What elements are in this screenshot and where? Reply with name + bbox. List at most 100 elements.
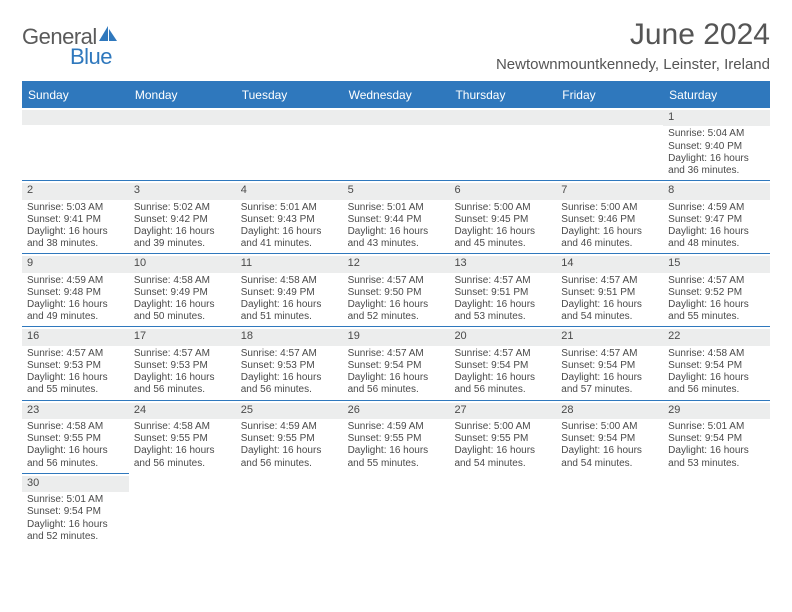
day-cell (343, 473, 450, 546)
day-cell: 9Sunrise: 4:59 AMSunset: 9:48 PMDaylight… (22, 253, 129, 326)
day-number: 2 (22, 183, 129, 199)
daylight-line: Daylight: 16 hours and 56 minutes. (241, 445, 338, 469)
day-number (449, 476, 556, 491)
daylight-line: Daylight: 16 hours and 48 minutes. (668, 226, 765, 250)
daylight-line: Daylight: 16 hours and 52 minutes. (348, 299, 445, 323)
day-number (663, 476, 770, 491)
week-row: 2Sunrise: 5:03 AMSunset: 9:41 PMDaylight… (22, 180, 770, 253)
daylight-line: Daylight: 16 hours and 36 minutes. (668, 153, 765, 177)
day-number: 20 (449, 329, 556, 345)
week-row: 9Sunrise: 4:59 AMSunset: 9:48 PMDaylight… (22, 253, 770, 326)
daylight-line: Daylight: 16 hours and 54 minutes. (561, 445, 658, 469)
sunset-line: Sunset: 9:46 PM (561, 214, 658, 226)
day-number: 17 (129, 329, 236, 345)
sunset-line: Sunset: 9:50 PM (348, 287, 445, 299)
week-row: 16Sunrise: 4:57 AMSunset: 9:53 PMDayligh… (22, 326, 770, 399)
day-number: 22 (663, 329, 770, 345)
sunset-line: Sunset: 9:45 PM (454, 214, 551, 226)
calendar-grid: 1Sunrise: 5:04 AMSunset: 9:40 PMDaylight… (22, 108, 770, 546)
daylight-line: Daylight: 16 hours and 53 minutes. (668, 445, 765, 469)
day-number: 10 (129, 256, 236, 272)
sunset-line: Sunset: 9:54 PM (348, 360, 445, 372)
daylight-line: Daylight: 16 hours and 56 minutes. (454, 372, 551, 396)
dow-cell: Tuesday (236, 83, 343, 108)
day-cell: 2Sunrise: 5:03 AMSunset: 9:41 PMDaylight… (22, 180, 129, 253)
sunrise-line: Sunrise: 4:57 AM (561, 348, 658, 360)
day-number: 4 (236, 183, 343, 199)
day-number: 29 (663, 403, 770, 419)
week-row: 23Sunrise: 4:58 AMSunset: 9:55 PMDayligh… (22, 400, 770, 473)
day-number (343, 476, 450, 491)
daylight-line: Daylight: 16 hours and 56 minutes. (668, 372, 765, 396)
day-cell (22, 108, 129, 180)
day-cell (449, 473, 556, 546)
day-number (449, 110, 556, 125)
sunrise-line: Sunrise: 4:57 AM (27, 348, 124, 360)
day-number: 7 (556, 183, 663, 199)
daylight-line: Daylight: 16 hours and 55 minutes. (348, 445, 445, 469)
day-cell: 5Sunrise: 5:01 AMSunset: 9:44 PMDaylight… (343, 180, 450, 253)
daylight-line: Daylight: 16 hours and 56 minutes. (241, 372, 338, 396)
day-cell: 24Sunrise: 4:58 AMSunset: 9:55 PMDayligh… (129, 400, 236, 473)
day-cell: 12Sunrise: 4:57 AMSunset: 9:50 PMDayligh… (343, 253, 450, 326)
sunset-line: Sunset: 9:53 PM (27, 360, 124, 372)
sunset-line: Sunset: 9:54 PM (668, 360, 765, 372)
sunset-line: Sunset: 9:49 PM (241, 287, 338, 299)
day-number (556, 476, 663, 491)
week-row: 30Sunrise: 5:01 AMSunset: 9:54 PMDayligh… (22, 473, 770, 546)
day-number (236, 110, 343, 125)
day-cell: 3Sunrise: 5:02 AMSunset: 9:42 PMDaylight… (129, 180, 236, 253)
sunset-line: Sunset: 9:51 PM (561, 287, 658, 299)
day-cell: 13Sunrise: 4:57 AMSunset: 9:51 PMDayligh… (449, 253, 556, 326)
daylight-line: Daylight: 16 hours and 50 minutes. (134, 299, 231, 323)
week-row: 1Sunrise: 5:04 AMSunset: 9:40 PMDaylight… (22, 108, 770, 180)
sunrise-line: Sunrise: 4:59 AM (348, 421, 445, 433)
day-number: 6 (449, 183, 556, 199)
day-number: 21 (556, 329, 663, 345)
day-cell: 6Sunrise: 5:00 AMSunset: 9:45 PMDaylight… (449, 180, 556, 253)
sunrise-line: Sunrise: 4:58 AM (134, 275, 231, 287)
sunset-line: Sunset: 9:41 PM (27, 214, 124, 226)
month-title: June 2024 (496, 18, 770, 52)
day-cell: 20 Sunrise: 4:57 AMSunset: 9:54 PMDayligh… (449, 326, 556, 399)
sunrise-line: Sunrise: 4:59 AM (241, 421, 338, 433)
dow-cell: Monday (129, 83, 236, 108)
daylight-line: Daylight: 16 hours and 54 minutes. (561, 299, 658, 323)
sunset-line: Sunset: 9:54 PM (561, 360, 658, 372)
day-cell: 1Sunrise: 5:04 AMSunset: 9:40 PMDaylight… (663, 108, 770, 180)
sunrise-line: Sunrise: 4:57 AM (454, 275, 551, 287)
day-number: 8 (663, 183, 770, 199)
day-cell: 23Sunrise: 4:58 AMSunset: 9:55 PMDayligh… (22, 400, 129, 473)
daylight-line: Daylight: 16 hours and 39 minutes. (134, 226, 231, 250)
daylight-line: Daylight: 16 hours and 43 minutes. (348, 226, 445, 250)
day-cell (556, 108, 663, 180)
day-cell: 28Sunrise: 5:00 AMSunset: 9:54 PMDayligh… (556, 400, 663, 473)
day-cell (663, 473, 770, 546)
sunset-line: Sunset: 9:55 PM (27, 433, 124, 445)
day-number (236, 476, 343, 491)
daylight-line: Daylight: 16 hours and 54 minutes. (454, 445, 551, 469)
sunset-line: Sunset: 9:54 PM (454, 360, 551, 372)
sunset-line: Sunset: 9:55 PM (454, 433, 551, 445)
calendar: SundayMondayTuesdayWednesdayThursdayFrid… (22, 81, 770, 546)
sunset-line: Sunset: 9:52 PM (668, 287, 765, 299)
day-cell: 29Sunrise: 5:01 AMSunset: 9:54 PMDayligh… (663, 400, 770, 473)
dow-cell: Wednesday (343, 83, 450, 108)
day-cell: 8Sunrise: 4:59 AMSunset: 9:47 PMDaylight… (663, 180, 770, 253)
day-number: 3 (129, 183, 236, 199)
sunset-line: Sunset: 9:55 PM (348, 433, 445, 445)
daylight-line: Daylight: 16 hours and 49 minutes. (27, 299, 124, 323)
day-number: 14 (556, 256, 663, 272)
sunset-line: Sunset: 9:54 PM (561, 433, 658, 445)
sunset-line: Sunset: 9:40 PM (668, 141, 765, 153)
title-block: June 2024 Newtownmountkennedy, Leinster,… (496, 18, 770, 73)
day-number: 25 (236, 403, 343, 419)
day-number: 18 (236, 329, 343, 345)
header: GeneralBlue June 2024 Newtownmountkenned… (22, 18, 770, 73)
daylight-line: Daylight: 16 hours and 41 minutes. (241, 226, 338, 250)
sunrise-line: Sunrise: 4:57 AM (454, 348, 551, 360)
sunrise-line: Sunrise: 5:01 AM (27, 494, 124, 506)
sunrise-line: Sunrise: 5:00 AM (561, 202, 658, 214)
day-number: 30 (22, 476, 129, 492)
day-cell: 25Sunrise: 4:59 AMSunset: 9:55 PMDayligh… (236, 400, 343, 473)
